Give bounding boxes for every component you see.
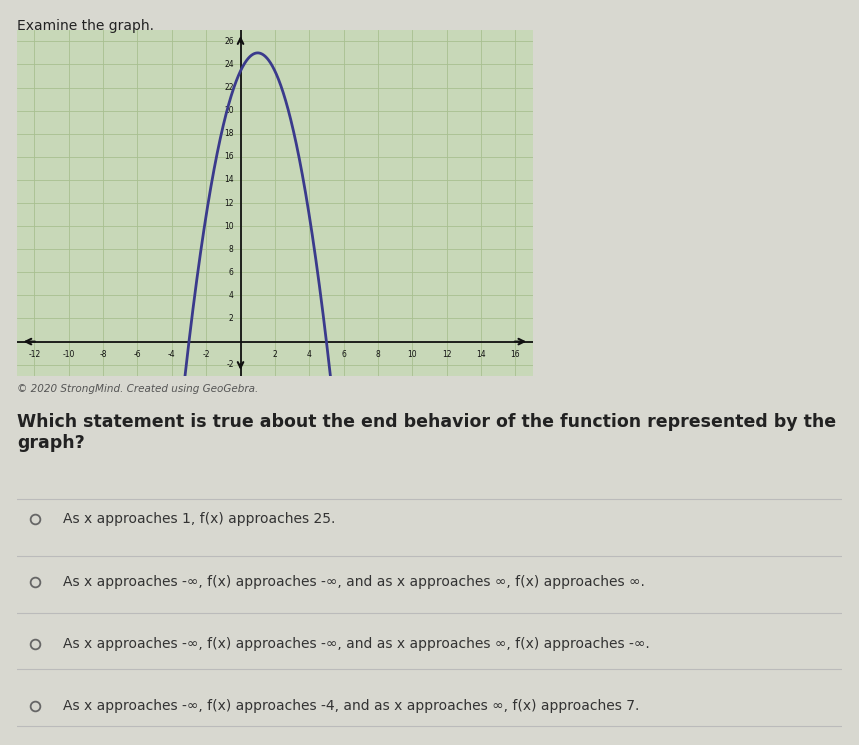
- Text: As x approaches -∞, f(x) approaches -∞, and as x approaches ∞, f(x) approaches -: As x approaches -∞, f(x) approaches -∞, …: [63, 637, 649, 651]
- Text: 26: 26: [224, 37, 234, 46]
- Text: 6: 6: [341, 349, 346, 358]
- Text: As x approaches -∞, f(x) approaches -∞, and as x approaches ∞, f(x) approaches ∞: As x approaches -∞, f(x) approaches -∞, …: [63, 574, 644, 589]
- Text: 4: 4: [307, 349, 312, 358]
- Text: 10: 10: [407, 349, 417, 358]
- Text: 22: 22: [224, 83, 234, 92]
- Text: -10: -10: [63, 349, 75, 358]
- Text: 10: 10: [224, 221, 234, 231]
- Text: As x approaches 1, f(x) approaches 25.: As x approaches 1, f(x) approaches 25.: [63, 512, 335, 526]
- Text: 16: 16: [224, 152, 234, 162]
- Text: -8: -8: [100, 349, 107, 358]
- Text: 20: 20: [224, 106, 234, 115]
- Text: -4: -4: [168, 349, 175, 358]
- Text: 14: 14: [224, 175, 234, 185]
- Text: -6: -6: [134, 349, 141, 358]
- Text: 12: 12: [442, 349, 452, 358]
- Text: Which statement is true about the end behavior of the function represented by th: Which statement is true about the end be…: [17, 413, 837, 452]
- Text: -12: -12: [28, 349, 40, 358]
- Text: 24: 24: [224, 60, 234, 69]
- Text: As x approaches -∞, f(x) approaches -4, and as x approaches ∞, f(x) approaches 7: As x approaches -∞, f(x) approaches -4, …: [63, 700, 639, 714]
- Text: Examine the graph.: Examine the graph.: [17, 19, 154, 33]
- Text: 4: 4: [228, 291, 234, 300]
- Text: -2: -2: [226, 360, 234, 370]
- Text: -2: -2: [203, 349, 210, 358]
- Text: © 2020 StrongMind. Created using GeoGebra.: © 2020 StrongMind. Created using GeoGebr…: [17, 384, 259, 393]
- Text: 8: 8: [375, 349, 381, 358]
- Text: 8: 8: [228, 244, 234, 254]
- Text: 16: 16: [510, 349, 521, 358]
- Text: 18: 18: [224, 129, 234, 139]
- Text: 2: 2: [272, 349, 277, 358]
- Text: 2: 2: [228, 314, 234, 323]
- Text: 6: 6: [228, 267, 234, 277]
- Text: 14: 14: [476, 349, 486, 358]
- Text: 12: 12: [224, 198, 234, 208]
